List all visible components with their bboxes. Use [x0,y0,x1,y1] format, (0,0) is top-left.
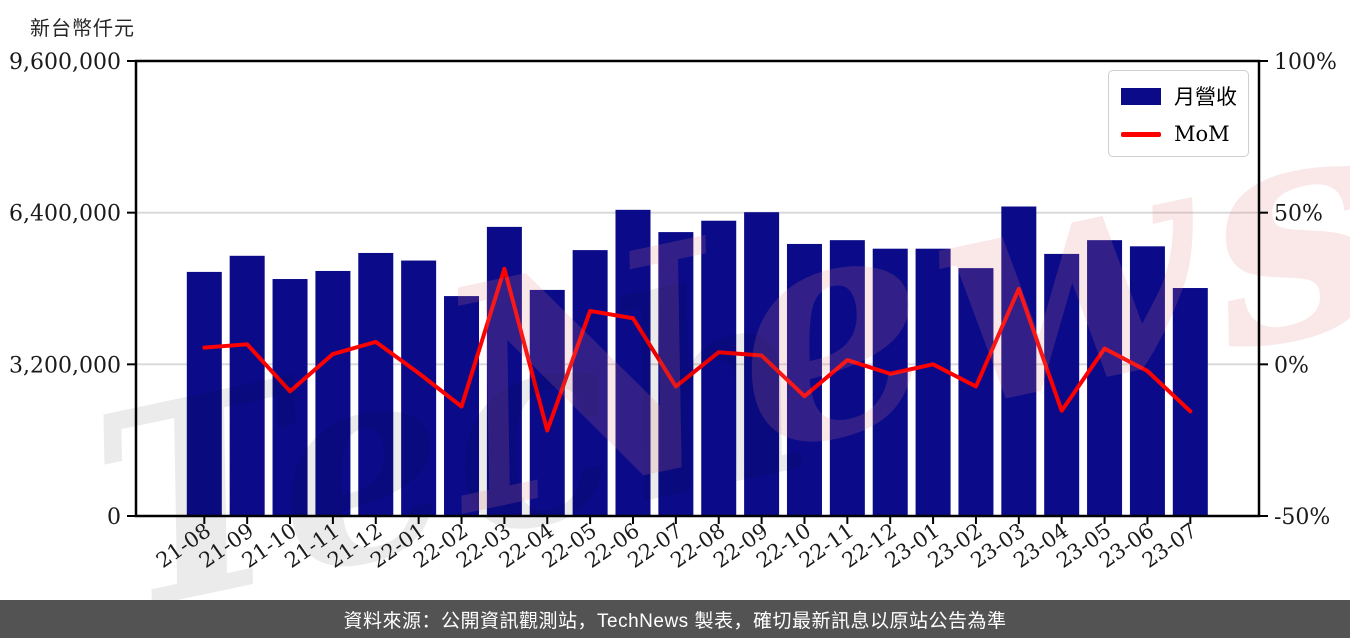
source-footer: 資料來源：公開資訊觀測站，TechNews 製表，確切最新訊息以原站公告為準 [0,600,1350,638]
plot-border [134,59,1261,518]
source-footer-text: 資料來源：公開資訊觀測站，TechNews 製表，確切最新訊息以原站公告為準 [343,610,1007,632]
revenue-bar [958,268,994,516]
revenue-bar [229,255,265,516]
revenue-bar [1001,206,1037,517]
revenue-bar [615,209,651,516]
revenue-bar [915,248,951,516]
revenue-bar [272,279,308,516]
revenue-swatch-icon [1121,87,1161,105]
legend-item-revenue: 月營收 [1121,81,1237,111]
left-axis-tick-label: 3,200,000 [9,353,121,378]
revenue-bar [186,271,222,516]
legend-label-revenue: 月營收 [1174,85,1237,109]
right-axis-tick-label: -50% [1274,505,1330,530]
left-axis-tick-label: 6,400,000 [9,202,121,227]
revenue-bar [786,243,822,516]
legend-item-mom: MoM [1121,122,1236,146]
mom-swatch-icon [1121,131,1161,137]
revenue-bar [572,250,608,516]
revenue-bar [872,248,908,516]
y-axis-title: 新台幣仟元 [30,18,135,40]
chart-legend: 月營收 MoM [1108,70,1249,157]
revenue-bar [1087,240,1123,516]
right-axis-tick-label: 50% [1274,202,1323,227]
revenue-bar [829,240,865,516]
revenue-bar [1044,253,1080,516]
right-axis-tick-label: 100% [1274,50,1337,75]
revenue-bar [658,232,694,517]
left-axis-tick-label: 9,600,000 [9,50,121,75]
revenue-bar [358,252,394,516]
revenue-bar [401,260,437,516]
legend-label-mom: MoM [1174,122,1230,146]
left-axis-tick-label: 0 [107,505,121,530]
right-axis-tick-label: 0% [1274,353,1309,378]
revenue-bar [701,220,737,517]
revenue-bar [315,270,351,516]
mom-line [202,266,1193,433]
